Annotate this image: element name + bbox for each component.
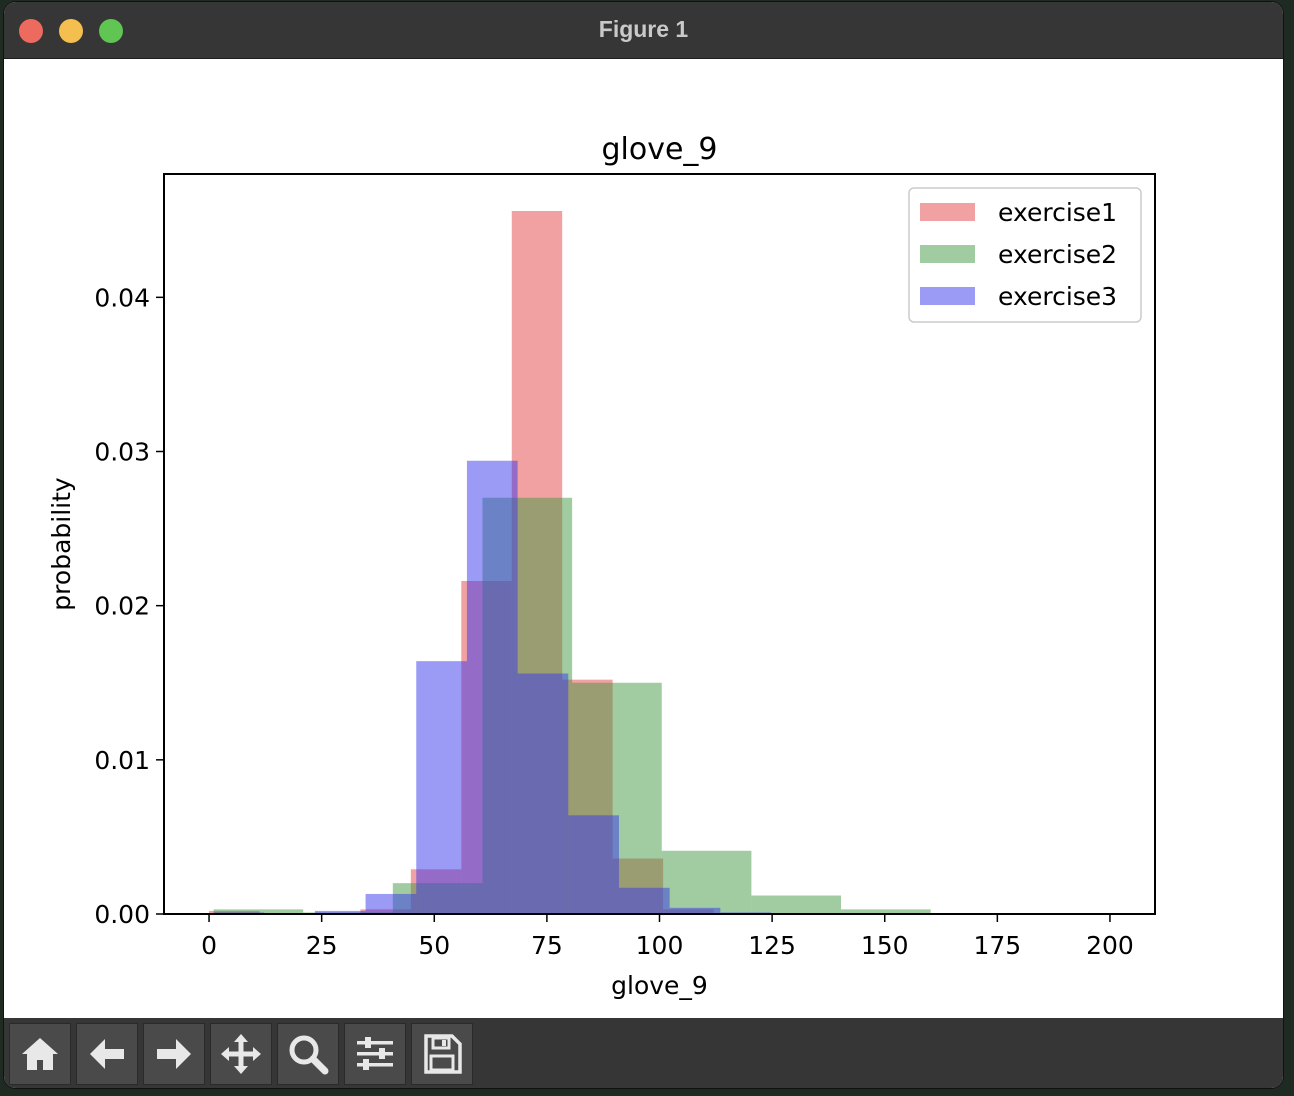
histogram-bar-exercise3 <box>466 460 518 914</box>
magnifier-icon <box>289 1035 329 1075</box>
histogram-bar-exercise3 <box>517 673 569 914</box>
legend-label-exercise2: exercise2 <box>998 240 1117 269</box>
configure-subplots-button[interactable] <box>344 1023 406 1085</box>
window-title: Figure 1 <box>598 16 689 42</box>
x-tick-label: 200 <box>1086 931 1134 960</box>
save-button[interactable] <box>411 1023 473 1085</box>
legend-swatch-exercise1 <box>920 203 975 221</box>
y-tick-label: 0.00 <box>94 900 150 929</box>
zoom-button[interactable] <box>277 1023 339 1085</box>
sliders-icon <box>357 1037 393 1070</box>
histogram-chart: 0 25 50 75 100 125 150 175 200 0.00 0.01 0.02 0.03 0.… <box>47 132 1156 1000</box>
arrow-right-icon <box>157 1039 191 1069</box>
histogram-bar-exercise3 <box>669 907 721 914</box>
chart-title: glove_9 <box>601 132 717 167</box>
x-axis-label: glove_9 <box>611 971 708 1000</box>
legend-label-exercise3: exercise3 <box>998 282 1117 311</box>
x-tick-label: 75 <box>531 931 563 960</box>
y-tick-label: 0.03 <box>94 438 150 467</box>
close-window-button[interactable] <box>19 19 43 43</box>
title-bar: Figure 1 <box>4 2 1283 59</box>
histogram-bar-exercise2 <box>661 850 752 914</box>
y-tick-label: 0.04 <box>94 283 150 312</box>
home-button[interactable] <box>9 1023 71 1085</box>
legend-label-exercise1: exercise1 <box>998 198 1117 227</box>
histogram-bar-exercise3 <box>416 661 467 914</box>
histogram-bar-exercise3 <box>314 910 366 914</box>
x-tick-label: 50 <box>418 931 450 960</box>
y-tick-label: 0.02 <box>94 592 150 621</box>
x-tick-label: 125 <box>748 931 796 960</box>
home-icon <box>22 1038 58 1070</box>
x-tick-label: 175 <box>973 931 1021 960</box>
legend-swatch-exercise3 <box>920 287 975 305</box>
x-tick-label: 0 <box>201 931 217 960</box>
figure-window: Figure 1 0 25 50 75 100 125 150 175 200 0.00 0.01 0… <box>4 2 1283 1088</box>
histogram-bar-exercise3 <box>568 815 619 914</box>
histogram-bar-exercise2 <box>751 895 842 914</box>
navigation-toolbar <box>4 1018 1283 1088</box>
y-axis-label: probability <box>47 477 76 611</box>
x-tick-label: 150 <box>861 931 909 960</box>
histogram-bar-exercise2 <box>213 909 304 914</box>
histogram-bar-exercise3 <box>365 893 417 914</box>
floppy-disk-icon <box>424 1034 462 1074</box>
minimize-window-button[interactable] <box>59 19 83 43</box>
y-tick-label: 0.01 <box>94 746 150 775</box>
back-button[interactable] <box>76 1023 138 1085</box>
x-tick-label: 25 <box>306 931 338 960</box>
forward-button[interactable] <box>143 1023 205 1085</box>
pan-button[interactable] <box>210 1023 272 1085</box>
legend-swatch-exercise2 <box>920 245 975 263</box>
maximize-window-button[interactable] <box>99 19 123 43</box>
histogram-bar-exercise2 <box>841 909 931 914</box>
x-tick-label: 100 <box>636 931 684 960</box>
arrow-left-icon <box>90 1039 124 1069</box>
move-icon <box>221 1034 261 1074</box>
histogram-bar-exercise3 <box>618 887 670 914</box>
